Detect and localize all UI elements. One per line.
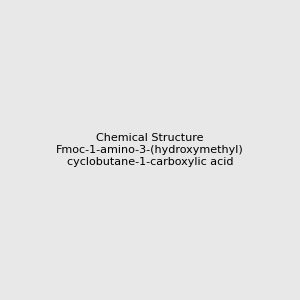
Text: Chemical Structure
Fmoc-1-amino-3-(hydroxymethyl)
cyclobutane-1-carboxylic acid: Chemical Structure Fmoc-1-amino-3-(hydro… (56, 134, 244, 166)
